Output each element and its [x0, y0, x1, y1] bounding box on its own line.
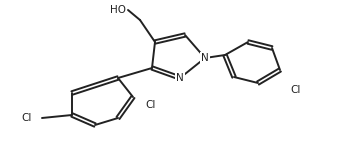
Text: Cl: Cl	[290, 85, 300, 95]
Text: N: N	[201, 53, 209, 63]
Text: N: N	[176, 73, 184, 83]
Text: HO: HO	[110, 5, 126, 15]
Text: Cl: Cl	[145, 100, 155, 110]
Text: Cl: Cl	[22, 113, 32, 123]
